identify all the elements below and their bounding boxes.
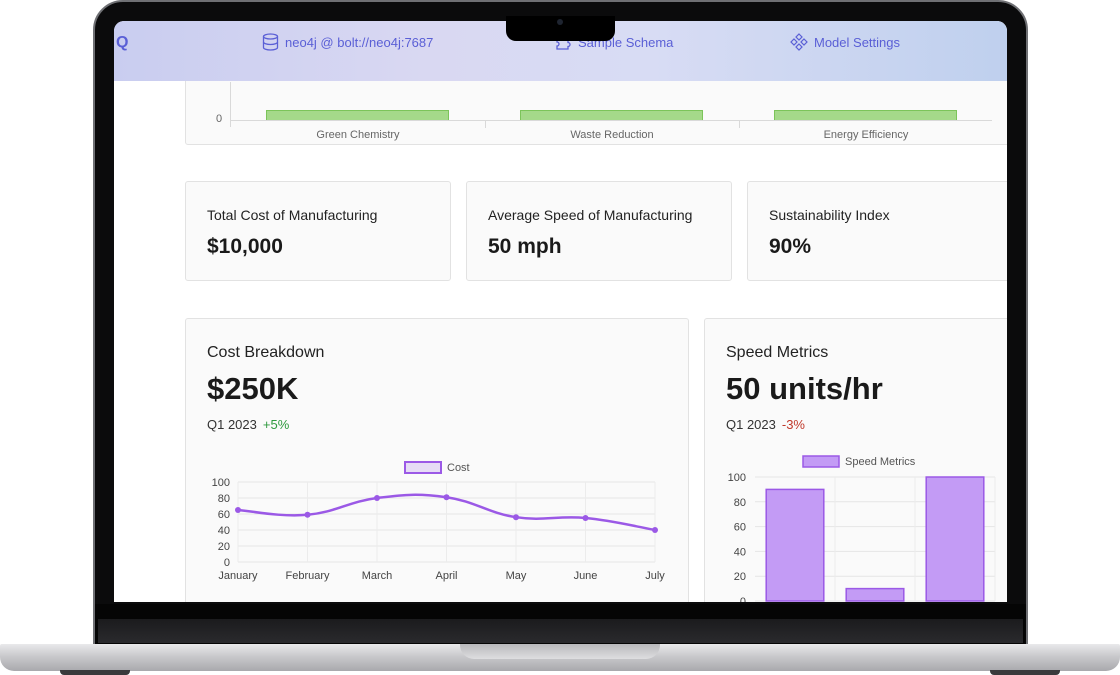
x-tick-label: April bbox=[435, 570, 457, 582]
data-point bbox=[235, 507, 241, 513]
kpi-card-total-cost: Total Cost of Manufacturing $10,000 bbox=[185, 181, 451, 281]
y-tick-label: 0 bbox=[740, 596, 746, 602]
laptop-foot-right bbox=[990, 670, 1060, 675]
y-tick-label: 20 bbox=[218, 541, 230, 553]
speed-card-delta: -3% bbox=[781, 417, 805, 432]
cost-card-period-row: Q1 2023 +5% bbox=[207, 417, 289, 432]
kpi-label: Total Cost of Manufacturing bbox=[207, 207, 378, 223]
top-chart-x-axis bbox=[230, 120, 992, 121]
speed-bar bbox=[925, 476, 985, 602]
top-chart-y-tick: 0 bbox=[216, 113, 223, 125]
kpi-card-average-speed: Average Speed of Manufacturing 50 mph bbox=[466, 181, 732, 281]
y-tick-label: 40 bbox=[218, 525, 230, 537]
x-tick-label: May bbox=[506, 570, 527, 582]
top-chart-bar-green-chemistry bbox=[266, 110, 449, 120]
y-tick-label: 100 bbox=[212, 477, 230, 489]
y-tick-label: 100 bbox=[728, 472, 746, 484]
y-tick-label: 80 bbox=[218, 493, 230, 505]
top-chart-category-label: Energy Efficiency bbox=[823, 129, 909, 141]
database-connection-label: neo4j @ bolt://neo4j:7687 bbox=[285, 34, 434, 50]
top-chart-category-label: Green Chemistry bbox=[316, 129, 400, 141]
laptop-opening-notch bbox=[460, 644, 660, 659]
kpi-label: Average Speed of Manufacturing bbox=[488, 207, 693, 223]
legend-label: Cost bbox=[447, 462, 470, 474]
kpi-label: Sustainability Index bbox=[769, 207, 890, 223]
y-tick-label: 60 bbox=[218, 509, 230, 521]
laptop-foot-left bbox=[60, 670, 130, 675]
data-point bbox=[582, 515, 589, 521]
x-tick-label: February bbox=[285, 570, 330, 582]
data-point bbox=[513, 514, 519, 521]
speed-card-value: 50 units/hr bbox=[726, 371, 883, 406]
kpi-card-sustainability: Sustainability Index 90% bbox=[747, 181, 1007, 281]
cost-card-title: Cost Breakdown bbox=[207, 344, 325, 361]
model-settings-button[interactable]: Model Settings bbox=[790, 33, 900, 51]
x-tick-label: July bbox=[645, 570, 665, 582]
y-tick-label: 40 bbox=[734, 546, 746, 558]
data-point bbox=[374, 495, 380, 501]
y-tick-label: 20 bbox=[734, 571, 746, 583]
y-tick-label: 0 bbox=[224, 557, 230, 569]
speed-bar bbox=[845, 587, 905, 602]
speed-bar-chart: Speed Metrics 0 20 40 60 80 100 bbox=[728, 455, 996, 602]
speed-bar bbox=[765, 488, 825, 602]
speed-metrics-card: Speed Metrics 50 units/hr Q1 2023 -3% Spe… bbox=[704, 318, 1007, 602]
speed-card-period: Q1 2023 bbox=[726, 417, 776, 432]
cost-card-delta: +5% bbox=[262, 417, 290, 432]
cost-card-value: $250K bbox=[207, 371, 299, 406]
y-tick-label: 60 bbox=[734, 522, 746, 534]
camera-icon bbox=[557, 19, 563, 25]
model-settings-label: Model Settings bbox=[814, 34, 900, 50]
database-icon bbox=[262, 33, 279, 51]
data-point bbox=[652, 527, 658, 533]
laptop-hinge bbox=[98, 619, 1023, 643]
top-chart-y-axis bbox=[230, 82, 231, 127]
speed-card-title: Speed Metrics bbox=[726, 344, 829, 361]
cost-line-chart: Cost 0 20 40 60 80 100 January February March Apri… bbox=[212, 461, 665, 582]
speed-card-period-row: Q1 2023 -3% bbox=[726, 417, 805, 432]
legend-label: Speed Metrics bbox=[845, 456, 916, 468]
y-tick-label: 80 bbox=[734, 497, 746, 509]
legend-swatch bbox=[802, 455, 840, 468]
kpi-value: 90% bbox=[769, 235, 812, 258]
top-chart-category-label: Waste Reduction bbox=[570, 129, 654, 141]
data-point bbox=[304, 511, 311, 518]
kpi-value: 50 mph bbox=[488, 235, 562, 258]
settings-diamond-icon bbox=[790, 33, 808, 51]
kpi-value: $10,000 bbox=[207, 235, 283, 258]
top-chart-gridline bbox=[739, 120, 740, 128]
data-point bbox=[443, 494, 450, 501]
top-chart-gridline bbox=[485, 120, 486, 128]
database-connection-button[interactable]: neo4j @ bolt://neo4j:7687 bbox=[262, 33, 433, 51]
cost-card-period: Q1 2023 bbox=[207, 417, 257, 432]
legend-swatch bbox=[404, 461, 442, 474]
x-tick-label: June bbox=[574, 570, 598, 582]
x-tick-label: January bbox=[218, 570, 258, 582]
x-tick-label: March bbox=[362, 570, 393, 582]
cost-breakdown-card: Cost Breakdown $250K Q1 2023 +5% Cost 0 20 4… bbox=[185, 318, 689, 602]
top-chart-bar-energy-efficiency bbox=[774, 110, 957, 120]
screen: 0 Green Chemistry Waste Reduction Energy… bbox=[114, 21, 1007, 602]
top-chart-bar-waste-reduction bbox=[520, 110, 703, 120]
app-logo[interactable]: Q bbox=[116, 34, 129, 51]
